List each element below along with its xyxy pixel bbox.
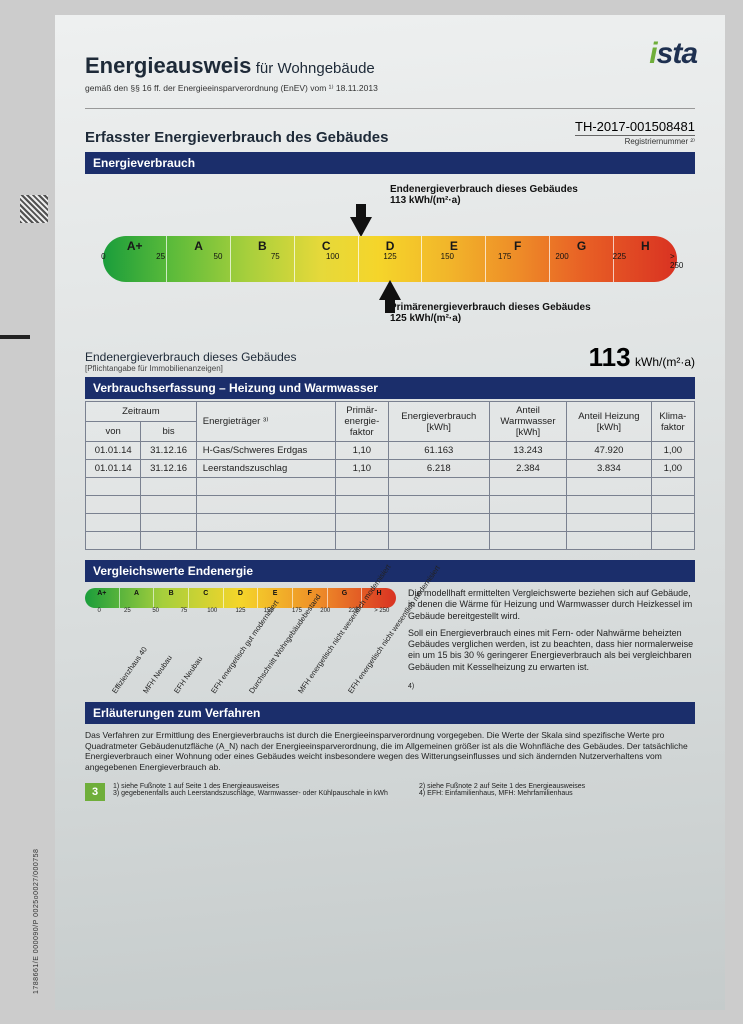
compare-footnote-4: 4) [408, 683, 695, 692]
energy-scale: Endenergieverbrauch dieses Gebäudes 113 … [85, 184, 695, 334]
bottom-annotation: Primärenergieverbrauch dieses Gebäudes 1… [390, 302, 591, 324]
mini-scale-tick: 100 [198, 608, 226, 614]
scale-tick: 50 [214, 252, 223, 261]
scale-segment: B [230, 236, 294, 282]
compare-label: MFH Neubau [141, 653, 174, 695]
mini-scale-tick: > 250 [368, 608, 396, 614]
mini-scale-tick: 0 [85, 608, 113, 614]
mini-scale-tick: 50 [142, 608, 170, 614]
title-sub: für Wohngebäude [256, 60, 375, 77]
compare-text-p2: Soll ein Energieverbrauch eines mit Fern… [408, 628, 695, 673]
page: ista Energieausweis für Wohngebäude gemä… [55, 15, 725, 1010]
table-row [86, 496, 695, 514]
mini-scale-segment: D [223, 588, 258, 608]
logo: ista [649, 37, 697, 71]
compare-text-p1: Die modellhaft ermittelten Vergleichswer… [408, 588, 695, 622]
energy-scale-header: Energieverbrauch [85, 152, 695, 174]
mini-scale-segment: C [188, 588, 223, 608]
arrow-up-icon [379, 280, 401, 300]
mini-scale-tick: 75 [170, 608, 198, 614]
end-energy-label-text: Endenergieverbrauch dieses Gebäudes [85, 350, 296, 364]
scale-tick: 225 [613, 252, 626, 261]
footnote-col2: 2) siehe Fußnote 2 auf Seite 1 des Energ… [419, 783, 695, 797]
scale-tick: 0 [101, 252, 105, 261]
top-annotation-l1: Endenergieverbrauch dieses Gebäudes [390, 184, 578, 195]
procedure-text: Das Verfahren zur Ermittlung des Energie… [85, 730, 695, 773]
compare-mini-scale: A+ABCDEFGH 0255075100125150175200225> 25… [85, 588, 396, 698]
edge-mark [0, 335, 30, 339]
compare-section: A+ABCDEFGH 0255075100125150175200225> 25… [85, 588, 695, 698]
reg-number-label: Registriernummer ²⁾ [575, 135, 695, 146]
scale-tick: > 250 [670, 252, 683, 270]
logo-i: i [649, 37, 656, 70]
mini-scale-tick: 125 [226, 608, 254, 614]
arrow-top-stem [356, 204, 366, 218]
compare-label: EFH Neubau [172, 654, 204, 695]
procedure-header-bar: Erläuterungen zum Verfahren [85, 702, 695, 724]
registration-number: TH-2017-001508481 Registriernummer ²⁾ [575, 119, 695, 146]
scale-tick: 200 [555, 252, 568, 261]
mini-scale-segment: A [119, 588, 154, 608]
table-row: 01.01.1431.12.16Leerstandszuschlag1,106.… [86, 460, 695, 478]
end-energy-value-block: 113 kWh/(m²·a) [589, 342, 695, 373]
scale-tick: 175 [498, 252, 511, 261]
mini-scale-tick: 25 [113, 608, 141, 614]
compare-category-labels: Effizienzhaus 40MFH NeubauEFH NeubauEFH … [85, 618, 396, 698]
consumption-table: ZeitraumEnergieträger ³⁾Primär-energie-f… [85, 401, 695, 550]
end-energy-unit: kWh/(m²·a) [635, 355, 695, 369]
table-row [86, 532, 695, 550]
footnote-2: 2) siehe Fußnote 2 auf Seite 1 des Energ… [419, 783, 695, 790]
bottom-annotation-l1: Primärenergieverbrauch dieses Gebäudes [390, 302, 591, 313]
footnote-1: 1) siehe Fußnote 1 auf Seite 1 des Energ… [113, 783, 389, 790]
footnote-4: 4) EFH: Einfamilienhaus, MFH: Mehrfamili… [419, 790, 695, 797]
compare-text: Die modellhaft ermittelten Vergleichswer… [408, 588, 695, 698]
table-row: 01.01.1431.12.16H-Gas/Schweres Erdgas1,1… [86, 442, 695, 460]
table-row [86, 514, 695, 532]
footnote-3: 3) gegebenenfalls auch Leerstandszuschlä… [113, 790, 389, 797]
table-header-bar: Verbrauchserfassung – Heizung und Warmwa… [85, 377, 695, 399]
scale-tick: 125 [383, 252, 396, 261]
scale-segment: F [485, 236, 549, 282]
logo-rest: sta [657, 37, 697, 70]
page-number-badge: 3 [85, 783, 105, 801]
mini-scale-segment: A+ [85, 588, 119, 608]
separator [85, 108, 695, 109]
table-row [86, 478, 695, 496]
mini-scale-bar: A+ABCDEFGH [85, 588, 396, 608]
footer: 3 1) siehe Fußnote 1 auf Seite 1 des Ene… [85, 783, 695, 801]
title-main: Energieausweis [85, 53, 251, 78]
section-heading: Erfasster Energieverbrauch des Gebäudes [85, 129, 388, 146]
scale-tick: 75 [271, 252, 280, 261]
scale-tick: 100 [326, 252, 339, 261]
legal-subtitle: gemäß den §§ 16 ff. der Energieeinsparve… [85, 83, 695, 94]
qr-code [20, 195, 48, 223]
mini-scale-segment: B [153, 588, 188, 608]
compare-label: MFH energetisch nicht wesentlich moderni… [296, 563, 393, 696]
side-code: 1788661/E 000090/P 0025o0027/000758 [33, 849, 40, 994]
end-energy-value: 113 [589, 342, 631, 372]
mini-scale-tick: 200 [311, 608, 339, 614]
scale-tick: 150 [441, 252, 454, 261]
top-annotation: Endenergieverbrauch dieses Gebäudes 113 … [390, 184, 578, 206]
end-energy-line: Endenergieverbrauch dieses Gebäudes [Pfl… [85, 342, 695, 373]
document-title: Energieausweis für Wohngebäude [85, 53, 695, 79]
end-energy-label: Endenergieverbrauch dieses Gebäudes [Pfl… [85, 350, 296, 373]
section-heading-row: Erfasster Energieverbrauch des Gebäudes … [85, 119, 695, 146]
footnote-col1: 1) siehe Fußnote 1 auf Seite 1 des Energ… [113, 783, 389, 797]
scale-tick: 25 [156, 252, 165, 261]
top-annotation-l2: 113 kWh/(m²·a) [390, 195, 578, 206]
footnote-columns: 1) siehe Fußnote 1 auf Seite 1 des Energ… [113, 783, 695, 797]
end-energy-hint: [Pflichtangabe für Immobilienanzeigen] [85, 364, 296, 373]
bottom-annotation-l2: 125 kWh/(m²·a) [390, 313, 591, 324]
reg-number-value: TH-2017-001508481 [575, 119, 695, 134]
